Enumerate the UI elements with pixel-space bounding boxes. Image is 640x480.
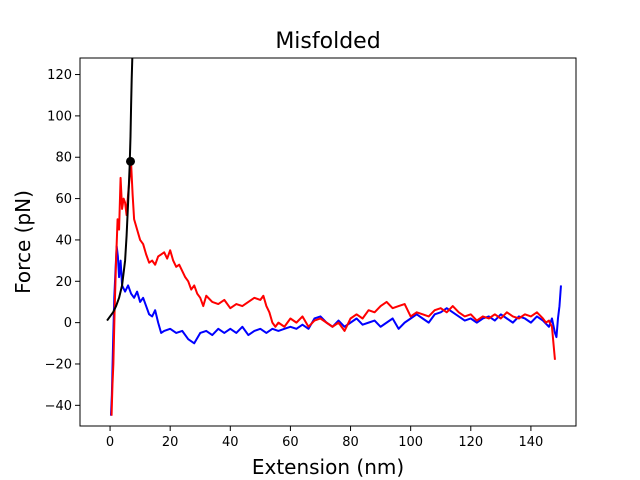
y-axis-label: Force (pN) xyxy=(11,190,35,294)
x-tick-label: 20 xyxy=(162,435,179,450)
marker-point xyxy=(126,156,136,166)
y-tick-label: 80 xyxy=(55,151,72,166)
series-line-2 xyxy=(110,162,556,416)
series-line-1 xyxy=(109,245,562,416)
y-tick-label: 20 xyxy=(55,275,72,290)
x-axis-label: Extension (nm) xyxy=(252,455,404,479)
x-axis: 0 20 40 60 80 100 120 140 xyxy=(106,426,543,450)
plot-frame xyxy=(79,57,577,427)
x-tick-label: 40 xyxy=(222,435,239,450)
x-tick-label: 0 xyxy=(106,435,114,450)
y-tick-label: −40 xyxy=(45,399,72,414)
y-tick-label: 120 xyxy=(47,68,72,83)
y-tick-label: 0 xyxy=(64,316,72,331)
x-tick-label: 100 xyxy=(398,435,423,450)
y-axis: −40 −20 0 20 40 60 80 100 120 xyxy=(45,68,80,414)
y-tick-label: −20 xyxy=(45,357,72,372)
x-tick-label: 140 xyxy=(518,435,543,450)
y-tick-label: 60 xyxy=(55,192,72,207)
series-line-3 xyxy=(106,58,134,322)
marker-layer xyxy=(126,156,136,166)
y-tick-label: 100 xyxy=(47,109,72,124)
x-tick-label: 60 xyxy=(282,435,299,450)
chart-title: Misfolded xyxy=(275,29,380,54)
x-tick-label: 120 xyxy=(458,435,483,450)
y-tick-label: 40 xyxy=(55,233,72,248)
x-tick-label: 80 xyxy=(342,435,359,450)
series-layer xyxy=(106,58,562,416)
